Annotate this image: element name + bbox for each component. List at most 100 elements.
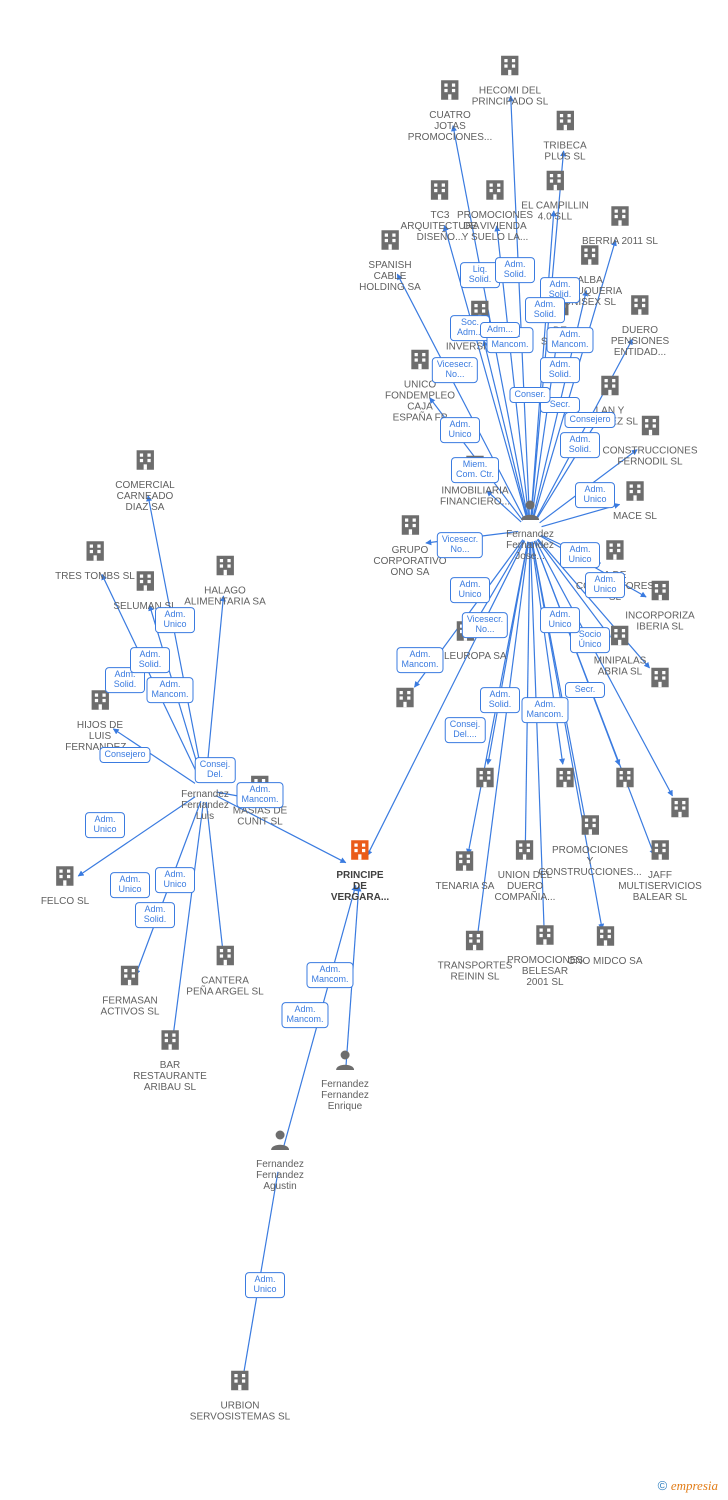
node-label: FELCO SL xyxy=(41,896,89,907)
node-c_urbion[interactable]: URBION SERVOSISTEMAS SL xyxy=(190,1368,290,1423)
building-icon xyxy=(482,177,508,208)
node-label: SPANISH CABLE HOLDING SA xyxy=(359,260,421,293)
building-icon xyxy=(462,928,488,959)
node-c_tenaria[interactable]: TENARIA SA xyxy=(436,848,495,892)
node-label: DUERO PENSIONES ENTIDAD... xyxy=(611,325,669,358)
building-icon xyxy=(52,863,78,894)
node-c_duero[interactable]: DUERO PENSIONES ENTIDAD... xyxy=(611,292,669,358)
edge-label: Vicesecr. No... xyxy=(432,357,478,383)
node-c_campillin[interactable]: EL CAMPILLIN 4.0 SLL xyxy=(521,168,588,223)
node-p_agustin[interactable]: Fernandez Fernandez Agustin xyxy=(256,1128,304,1192)
building-icon xyxy=(542,168,568,199)
edge-label: Adm. Unico xyxy=(450,577,490,603)
node-c_halago[interactable]: HALAGO ALIMENTARIA SA xyxy=(184,553,266,608)
node-p_enrique[interactable]: Fernandez Fernandez Enrique xyxy=(321,1048,369,1112)
node-label: TRIBECA PLUS SL xyxy=(543,141,586,163)
building-icon xyxy=(552,108,578,139)
watermark: © empresia xyxy=(658,1478,718,1494)
person-icon xyxy=(518,498,542,527)
node-label: Fernandez Fernandez Luis xyxy=(181,789,229,822)
node-c_felco[interactable]: FELCO SL xyxy=(41,863,89,907)
node-c_cantera[interactable]: CANTERA PEÑA ARGEL SL xyxy=(186,943,263,998)
edge-label: Adm. Unico xyxy=(585,572,625,598)
edge-label: Adm. Solid. xyxy=(525,297,565,323)
edge-label: Adm. Unico xyxy=(85,812,125,838)
building-icon xyxy=(377,227,403,258)
node-c_a2[interactable] xyxy=(647,665,673,696)
node-label: HALAGO ALIMENTARIA SA xyxy=(184,586,266,608)
edge-label: Adm. Solid. xyxy=(560,432,600,458)
node-label: MINIPALAS ABRIA SL xyxy=(594,656,647,678)
edge-line xyxy=(148,496,203,779)
building-icon xyxy=(212,553,238,584)
building-icon xyxy=(667,795,693,826)
edge-label: Consejero xyxy=(99,747,150,763)
node-c_hecomi[interactable]: HECOMI DEL PRINCIPADO SL xyxy=(472,53,549,108)
node-c_ono[interactable]: ONO MIDCO SA xyxy=(567,923,642,967)
node-c_mace[interactable]: MACE SL xyxy=(613,478,657,522)
building-icon xyxy=(532,922,558,953)
node-label: MASIAS DE CUNIT SL xyxy=(233,806,287,828)
node-c_tribeca[interactable]: TRIBECA PLUS SL xyxy=(543,108,586,163)
node-label: JAFF MULTISERVICIOS BALEAR SL xyxy=(618,870,702,903)
building-icon xyxy=(577,242,603,273)
building-icon xyxy=(597,373,623,404)
node-c_b3[interactable] xyxy=(612,765,638,796)
node-c_construcciones[interactable]: CONSTRUCCIONES FERNODIL SL xyxy=(602,413,697,468)
node-label: TENARIA SA xyxy=(436,881,495,892)
edge-line xyxy=(172,802,203,1044)
node-label: INMOBILIARIA FINANCIERO... xyxy=(440,486,510,508)
edge-label: Adm. Mancom. xyxy=(281,1002,328,1028)
node-label: Fernandez Fernandez Agustin xyxy=(256,1159,304,1192)
edge-label: Adm... xyxy=(480,322,520,338)
node-c_b1[interactable] xyxy=(392,685,418,716)
node-c_b5[interactable] xyxy=(472,765,498,796)
node-label: HECOMI DEL PRINCIPADO SL xyxy=(472,86,549,108)
node-c_fermasan[interactable]: FERMASAN ACTIVOS SL xyxy=(101,963,160,1018)
node-c_b4[interactable] xyxy=(667,795,693,826)
building-icon xyxy=(622,478,648,509)
node-c_spanish[interactable]: SPANISH CABLE HOLDING SA xyxy=(359,227,421,293)
edge-label: Consej. Del. xyxy=(195,757,236,783)
building-icon xyxy=(397,512,423,543)
node-c_seluman[interactable]: SELUMAN SL xyxy=(113,568,176,612)
edge-label: Consejero xyxy=(564,412,615,428)
building-icon xyxy=(437,77,463,108)
building-icon xyxy=(212,943,238,974)
node-p_jose[interactable]: Fernandez Fernandez Jose... xyxy=(506,498,554,562)
node-label: Fernandez Fernandez Enrique xyxy=(321,1079,369,1112)
node-c_hijos[interactable]: HIJOS DE LUIS FERNANDEZ... xyxy=(65,687,134,753)
person-icon xyxy=(268,1128,292,1157)
edge-label: Miem. Com. Ctr. xyxy=(451,457,499,483)
node-c_transportes[interactable]: TRANSPORTES REININ SL xyxy=(438,928,513,983)
node-c_bar[interactable]: BAR RESTAURANTE ARIBAU SL xyxy=(133,1027,207,1093)
edge-label: Adm. Solid. xyxy=(130,647,170,673)
node-c_berria[interactable]: BERRIA 2011 SL xyxy=(582,203,658,247)
edge-label: Adm. Unico xyxy=(245,1272,285,1298)
node-label: TRANSPORTES REININ SL xyxy=(438,961,513,983)
building-icon xyxy=(82,538,108,569)
edge-label: Adm. Mancom. xyxy=(236,782,283,808)
edge-label: Adm. Unico xyxy=(575,482,615,508)
building-icon xyxy=(647,578,673,609)
edge-line xyxy=(206,802,223,954)
edge-label: Adm. Solid. xyxy=(540,357,580,383)
edge-label: Adm. Mancom. xyxy=(146,677,193,703)
building-icon xyxy=(497,53,523,84)
building-icon xyxy=(592,923,618,954)
node-c_comercial[interactable]: COMERCIAL CARNEADO DIAZ SA xyxy=(115,447,174,513)
node-center[interactable]: PRINCIPE DE VERGARA... xyxy=(331,837,389,903)
node-c_b2[interactable] xyxy=(552,765,578,796)
building-icon xyxy=(512,837,538,868)
node-c_grupo[interactable]: GRUPO CORPORATIVO ONO SA xyxy=(373,512,446,578)
building-icon xyxy=(427,177,453,208)
building-icon xyxy=(472,765,498,796)
building-icon xyxy=(157,1027,183,1058)
building-icon xyxy=(132,447,158,478)
edge-label: Conser. xyxy=(509,387,550,403)
building-icon xyxy=(227,1368,253,1399)
building-icon xyxy=(607,623,633,654)
building-icon xyxy=(612,765,638,796)
node-label: CANTERA PEÑA ARGEL SL xyxy=(186,976,263,998)
node-c_jaff[interactable]: JAFF MULTISERVICIOS BALEAR SL xyxy=(618,837,702,903)
